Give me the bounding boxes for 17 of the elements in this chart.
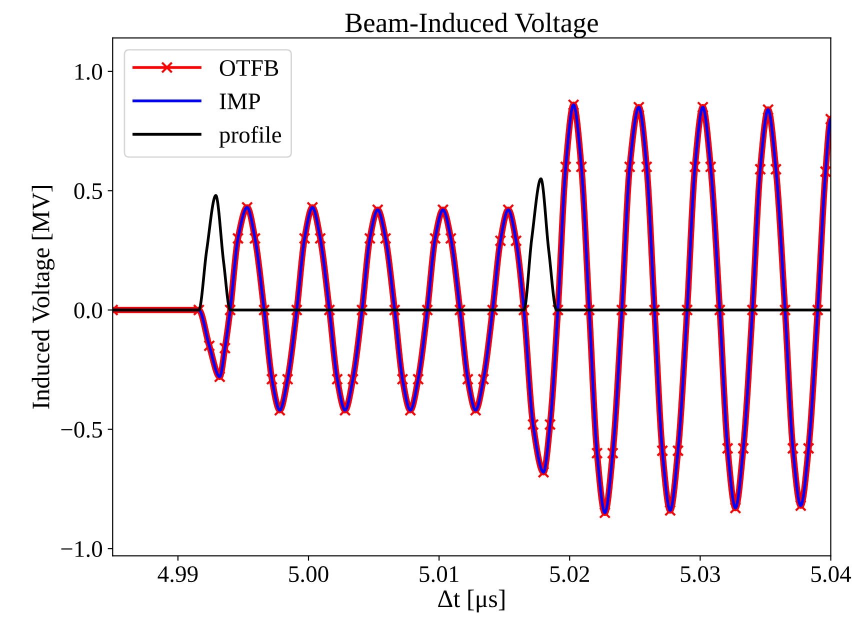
y-tick-label: 0.0	[74, 302, 102, 319]
x-tick-label: 5.02	[550, 566, 589, 582]
x-tick-label: 4.99	[158, 566, 198, 582]
x-axis-title: Δt [μs]	[438, 590, 504, 612]
x-tick-label: 5.00	[289, 566, 328, 582]
y-axis-title: Induced Voltage [MV]	[32, 186, 55, 409]
x-tick-label: 5.01	[420, 566, 458, 582]
y-tick-label: 0.5	[74, 183, 102, 200]
legend-label: IMP	[220, 94, 260, 110]
x-tick-label: 5.03	[680, 566, 720, 582]
legend-label: profile	[219, 126, 282, 148]
x-tick-label: 5.04	[811, 566, 852, 582]
chart-title: Beam-Induced Voltage	[345, 12, 598, 38]
y-tick-label: 1.0	[76, 64, 102, 80]
y-tick-label: −0.5	[61, 422, 102, 438]
legend-label: OTFB	[220, 60, 278, 76]
y-tick-label: −1.0	[61, 541, 102, 558]
